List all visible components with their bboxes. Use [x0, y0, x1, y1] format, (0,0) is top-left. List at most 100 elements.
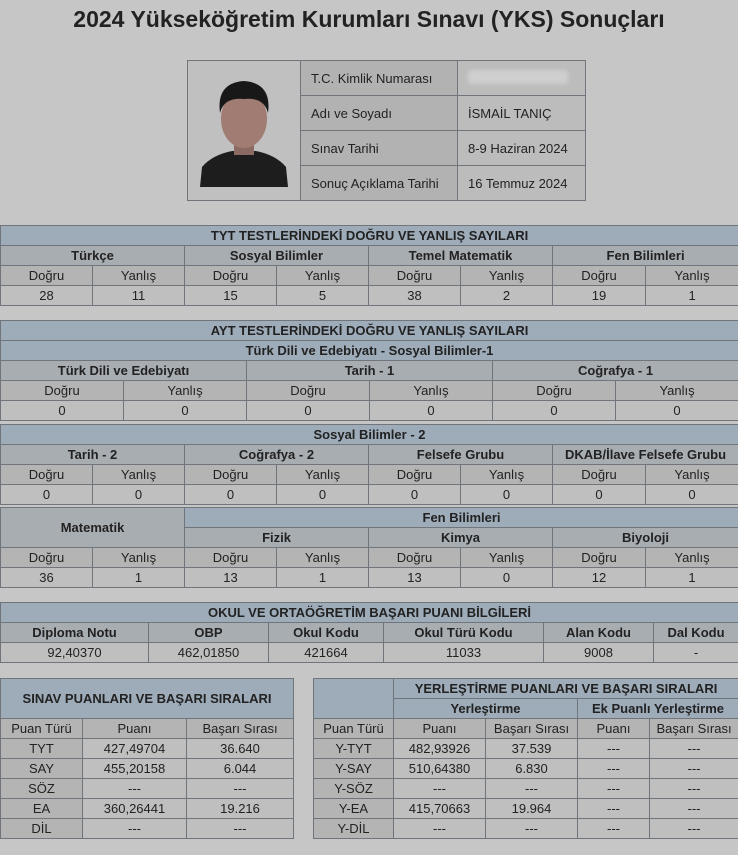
score-value: ---: [185, 818, 295, 839]
dogru-value: 0: [184, 484, 277, 505]
dogru-header: Doğru: [552, 265, 646, 286]
section-subtitle: Türk Dili ve Edebiyatı - Sosyal Bilimler…: [0, 340, 738, 361]
yanlis-value: 1: [91, 567, 186, 588]
score-value: 482,93926: [393, 738, 486, 759]
dogru-value: 13: [368, 567, 462, 588]
score-value: ---: [648, 778, 738, 799]
candidate-photo: [187, 60, 301, 201]
yanlis-value: 0: [276, 484, 369, 505]
page-title: 2024 Yükseköğretim Kurumları Sınavı (YKS…: [73, 6, 665, 32]
score-value: ---: [485, 778, 578, 799]
dogru-header: Doğru: [184, 464, 277, 485]
section-subtitle: Fen Bilimleri: [184, 507, 738, 528]
dogru-value: 15: [184, 285, 277, 306]
result-date-value: 16 Temmuz 2024: [457, 165, 586, 201]
score-type: SAY: [0, 758, 83, 779]
dogru-value: 0: [246, 400, 370, 421]
column-header: Dal Kodu: [653, 622, 738, 643]
school-value: 9008: [543, 642, 654, 663]
column-header: Okul Türü Kodu: [383, 622, 544, 643]
column-header: Alan Kodu: [543, 622, 654, 643]
yanlis-value: 0: [614, 400, 738, 421]
score-value: ---: [185, 778, 295, 799]
column-header: OBP: [148, 622, 269, 643]
dogru-header: Doğru: [368, 464, 461, 485]
score-value: ---: [648, 798, 738, 819]
dogru-value: 36: [0, 567, 93, 588]
dogru-value: 0: [552, 484, 646, 505]
subject-header: Türkçe: [0, 245, 185, 266]
score-type: Y-TYT: [313, 738, 394, 759]
tc-number-value: [457, 60, 586, 96]
score-value: 36.640: [185, 738, 295, 759]
column-header: Puan Türü: [313, 718, 394, 739]
dogru-value: 28: [0, 285, 93, 306]
yanlis-header: Yanlış: [92, 265, 185, 286]
yanlis-header: Yanlış: [92, 464, 185, 485]
dogru-value: 0: [492, 400, 616, 421]
info-label: Adı ve Soyadı: [300, 95, 458, 131]
dogru-header: Doğru: [0, 547, 93, 568]
subject-header: Türk Dili ve Edebiyatı: [0, 360, 247, 381]
score-value: 510,64380: [393, 758, 486, 779]
ayt-table-2: Sosyal Bilimler - 2 Tarih - 2 Coğrafya - 2…: [0, 424, 738, 505]
yanlis-header: Yanlış: [123, 380, 247, 401]
subject-header: Biyoloji: [552, 527, 738, 548]
dogru-value: 12: [552, 567, 647, 588]
score-value: 360,26441: [82, 798, 187, 819]
yanlis-value: 0: [460, 484, 553, 505]
score-value: ---: [393, 818, 486, 839]
yanlis-value: 0: [92, 484, 185, 505]
section-title: YERLEŞTİRME PUANLARI VE BAŞARI SIRALARI: [392, 678, 738, 699]
score-value: ---: [577, 738, 650, 759]
score-type: SÖZ: [0, 778, 83, 799]
subject-header: Coğrafya - 2: [184, 444, 369, 465]
school-value: -: [653, 642, 738, 663]
yanlis-value: 2: [460, 285, 553, 306]
yanlis-header: Yanlış: [91, 547, 186, 568]
dogru-header: Doğru: [184, 265, 277, 286]
info-label: Sınav Tarihi: [300, 130, 458, 166]
column-header: Başarı Sırası: [485, 718, 578, 739]
blank-header: [313, 678, 394, 719]
dogru-header: Doğru: [368, 265, 461, 286]
tyt-table: TYT TESTLERİNDEKİ DOĞRU VE YANLIŞ SAYILA…: [0, 225, 738, 306]
section-title: AYT TESTLERİNDEKİ DOĞRU VE YANLIŞ SAYILA…: [0, 320, 738, 341]
yanlis-header: Yanlış: [644, 265, 738, 286]
school-value: 421664: [268, 642, 384, 663]
subject-header: Tarih - 1: [246, 360, 493, 381]
exam-date-value: 8-9 Haziran 2024: [457, 130, 586, 166]
placement-scores-table: YERLEŞTİRME PUANLARI VE BAŞARI SIRALARI Y…: [313, 678, 738, 839]
section-title: OKUL VE ORTAÖĞRETİM BAŞARI PUANI BİLGİLE…: [0, 602, 738, 623]
dogru-header: Doğru: [0, 265, 93, 286]
dogru-header: Doğru: [552, 547, 647, 568]
school-value: 92,40370: [0, 642, 149, 663]
score-type: Y-DİL: [313, 818, 394, 839]
score-value: ---: [577, 758, 650, 779]
yanlis-value: 0: [645, 484, 738, 505]
score-value: ---: [577, 798, 650, 819]
school-info-table: OKUL VE ORTAÖĞRETİM BAŞARI PUANI BİLGİLE…: [0, 602, 738, 663]
yanlis-value: 11: [92, 285, 185, 306]
yanlis-header: Yanlış: [460, 265, 553, 286]
score-value: 6.830: [485, 758, 578, 779]
score-type: Y-EA: [313, 798, 394, 819]
column-header: Puanı: [393, 718, 486, 739]
score-type: Y-SAY: [313, 758, 394, 779]
column-header: Başarı Sırası: [185, 718, 295, 739]
score-type: Y-SÖZ: [313, 778, 394, 799]
subject-header: Sosyal Bilimler: [184, 245, 369, 266]
yanlis-value: 0: [123, 400, 247, 421]
score-value: ---: [82, 818, 187, 839]
section-title: Sosyal Bilimler - 2: [0, 424, 738, 445]
subject-header: DKAB/İlave Felsefe Grubu: [552, 444, 738, 465]
column-header: Okul Kodu: [268, 622, 384, 643]
score-value: 427,49704: [82, 738, 187, 759]
yanlis-header: Yanlış: [369, 380, 493, 401]
score-value: 6.044: [185, 758, 295, 779]
dogru-value: 0: [0, 400, 124, 421]
yanlis-header: Yanlış: [460, 464, 553, 485]
name-value: İSMAİL TANIÇ: [457, 95, 586, 131]
yanlis-header: Yanlış: [645, 547, 738, 568]
subject-header: Tarih - 2: [0, 444, 185, 465]
